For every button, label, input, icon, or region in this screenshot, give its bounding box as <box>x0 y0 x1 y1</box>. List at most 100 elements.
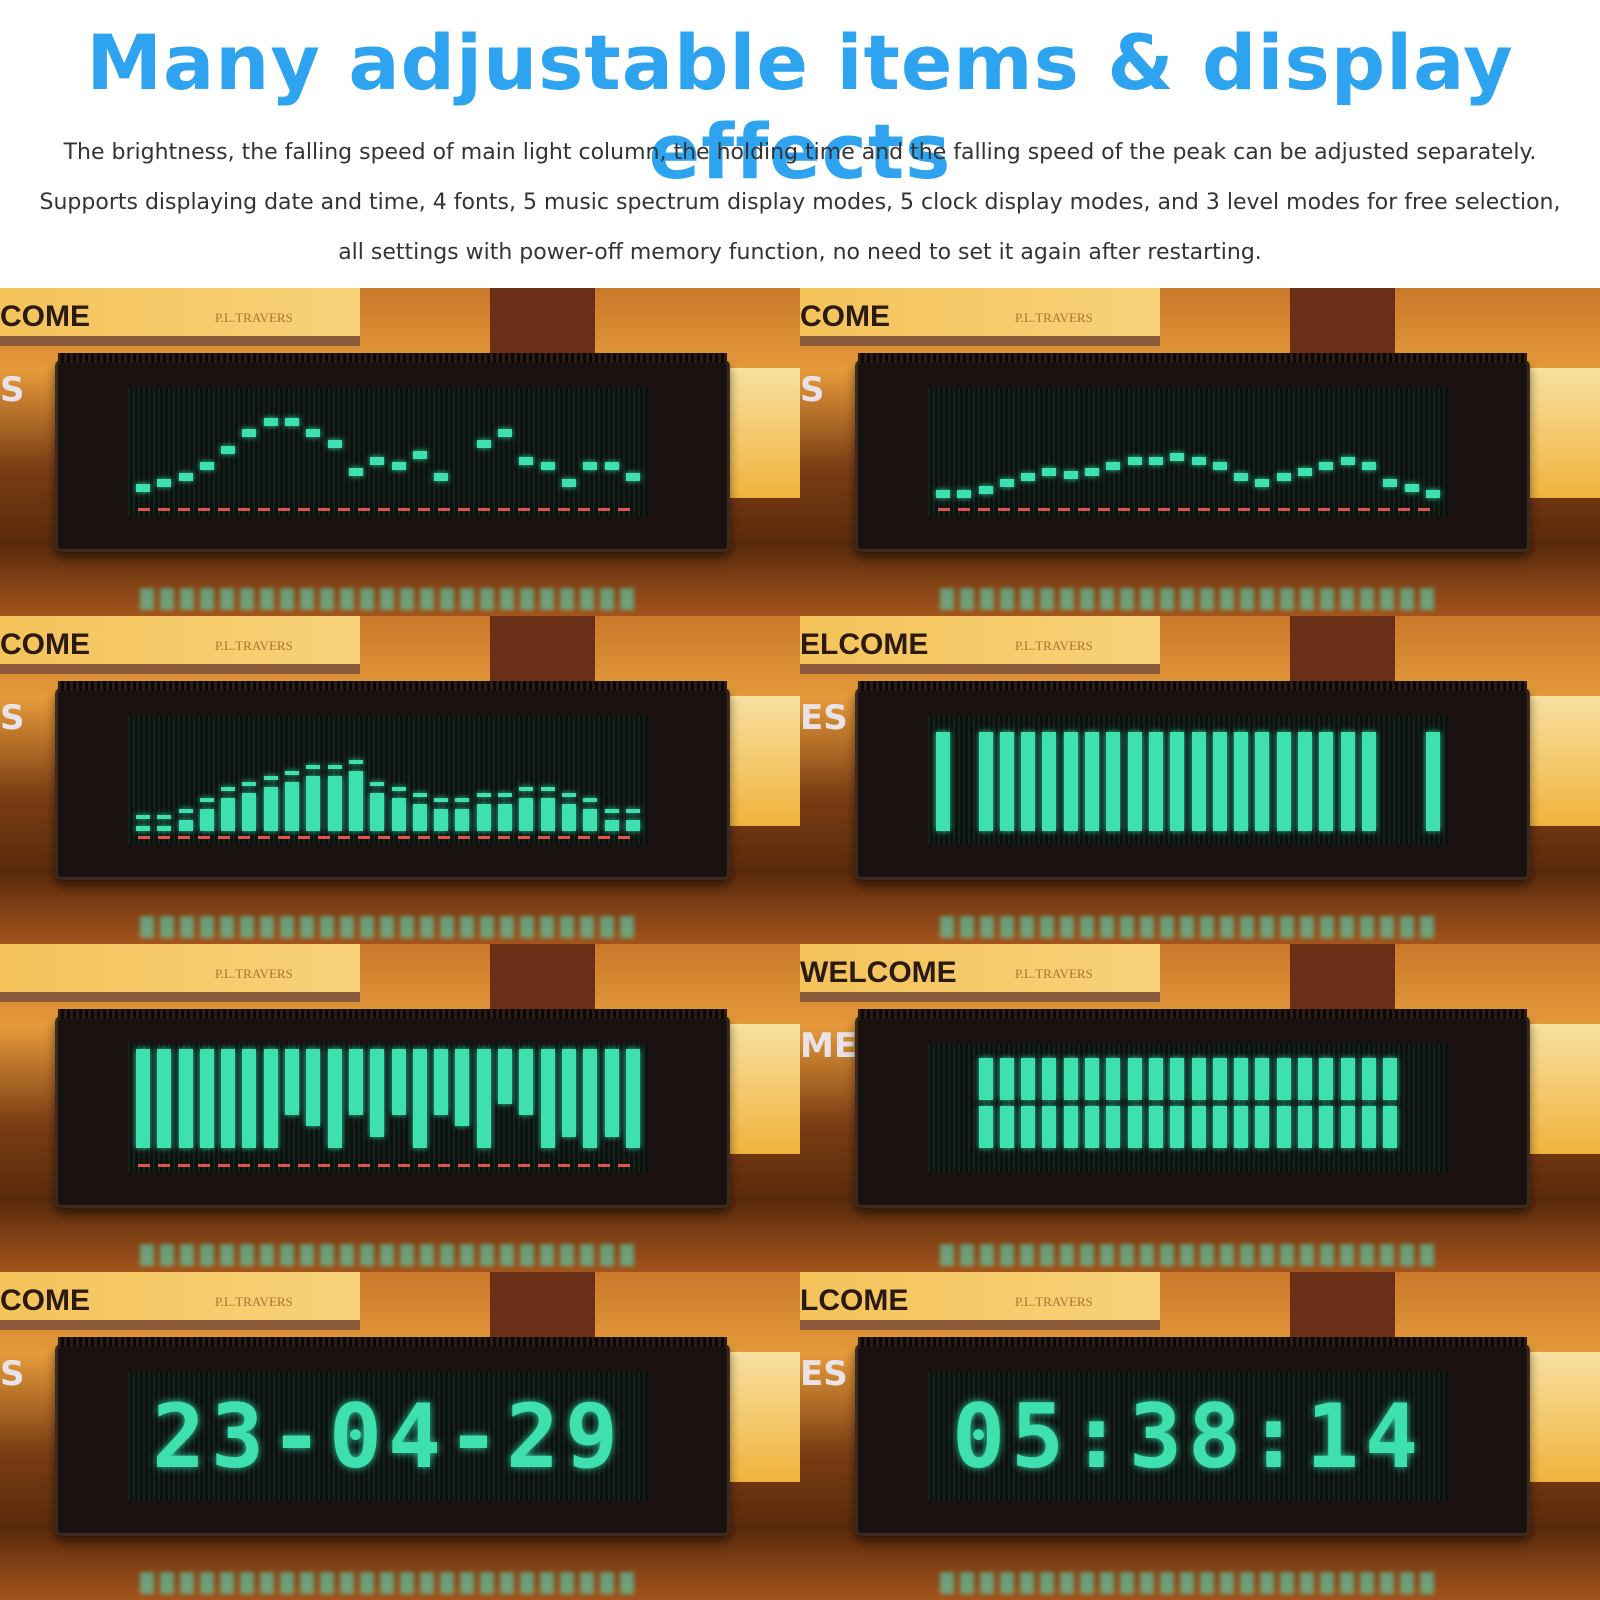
display-screen <box>928 1043 1448 1173</box>
peak-baseline <box>138 508 638 511</box>
level-bar <box>178 1049 193 1148</box>
spectrum-column <box>561 721 576 831</box>
spectrum-column <box>1255 393 1270 503</box>
peak-baseline <box>138 1164 638 1167</box>
level-bar <box>306 776 321 831</box>
level-bar <box>1170 732 1185 831</box>
level-bar <box>999 1106 1014 1148</box>
peak-dot <box>199 798 214 803</box>
peak-dot <box>540 787 555 792</box>
spectrum-column <box>1234 721 1249 831</box>
spectrum-column <box>1063 721 1078 831</box>
spectrum-column <box>1042 721 1057 831</box>
peak-dot <box>1063 470 1078 479</box>
spectrum-column <box>136 393 150 503</box>
spectrum-column <box>285 393 300 503</box>
peak-dot <box>285 418 300 426</box>
display-photo: LCOME P.L.TRAVERS ES 05:38:14 <box>800 1272 1600 1600</box>
peak-dot <box>604 809 619 814</box>
peak-dot <box>936 489 950 498</box>
spectrum-column <box>370 393 385 503</box>
vfd-spectrum-display <box>855 681 1530 880</box>
peak-dot <box>1340 456 1355 465</box>
level-bar <box>1085 1057 1100 1100</box>
peak-dot <box>157 478 172 487</box>
level-bar <box>1319 732 1334 831</box>
level-bar <box>1361 732 1376 831</box>
level-bar <box>999 1057 1014 1100</box>
book: WELCOME P.L.TRAVERS <box>800 944 1160 1002</box>
book-author: P.L.TRAVERS <box>1015 310 1093 325</box>
spectrum-column <box>348 1049 363 1159</box>
spectrum-column <box>455 1049 470 1159</box>
vfd-spectrum-display <box>855 353 1530 552</box>
level-bar <box>1276 1057 1291 1100</box>
spectrum-column <box>936 721 950 831</box>
level-bar <box>199 809 214 831</box>
spectrum-column <box>519 1049 534 1159</box>
peak-dot <box>455 798 470 803</box>
spectrum-column <box>498 393 513 503</box>
level-bar <box>1170 1057 1185 1100</box>
level-bar <box>1361 1106 1376 1148</box>
display-photo: COME P.L.TRAVERS S <box>0 288 800 616</box>
spectrum-column <box>285 721 300 831</box>
level-bar <box>1148 1057 1163 1100</box>
spectrum-column <box>1298 1049 1313 1159</box>
spectrum-column <box>1276 393 1291 503</box>
spectrum-column <box>1340 1049 1355 1159</box>
spectrum-column <box>1063 393 1078 503</box>
display-screen <box>128 387 648 517</box>
peak-dot <box>370 456 385 465</box>
keyboard <box>1520 1352 1600 1482</box>
peak-dot <box>498 792 513 797</box>
spectrum-column <box>327 721 342 831</box>
spectrum-column <box>519 393 534 503</box>
spectrum-column <box>936 1049 950 1159</box>
book: LCOME P.L.TRAVERS <box>800 1272 1160 1330</box>
book-title: COME <box>0 1284 90 1317</box>
clock-readout: 23-04-29 <box>152 1384 624 1488</box>
level-bar <box>1276 1106 1291 1148</box>
spectrum-column <box>242 1049 257 1159</box>
spectrum-column <box>1298 721 1313 831</box>
spectrum-column <box>1276 1049 1291 1159</box>
peak-dot <box>1319 462 1334 470</box>
vfd-spectrum-display <box>855 1009 1530 1208</box>
spectrum-column <box>1255 1049 1270 1159</box>
spectrum-column <box>498 721 513 831</box>
level-bar <box>978 732 993 831</box>
level-bar <box>370 792 385 831</box>
spectrum-column <box>978 393 993 503</box>
vfd-spectrum-display <box>55 353 730 552</box>
peak-dot <box>1425 489 1440 498</box>
peak-dot <box>978 486 993 495</box>
book: COME P.L.TRAVERS <box>0 616 360 674</box>
peak-dot <box>583 462 598 470</box>
spectrum-column <box>1106 393 1121 503</box>
peak-dot <box>1276 473 1291 481</box>
level-bar <box>1106 1106 1121 1148</box>
spectrum-column <box>1404 393 1419 503</box>
spectrum-column <box>1319 393 1334 503</box>
level-bar <box>1042 732 1057 831</box>
peak-dot <box>242 429 257 437</box>
spectrum-column <box>1276 721 1291 831</box>
peak-dot <box>1085 467 1100 476</box>
peak-dot <box>519 456 534 465</box>
level-bar <box>978 1057 993 1100</box>
level-bar <box>1361 1057 1376 1100</box>
level-bar <box>1085 732 1100 831</box>
spectrum-column <box>263 1049 278 1159</box>
spectrum-column <box>1340 721 1355 831</box>
display-photo: WELCOME P.L.TRAVERS ME <box>800 944 1600 1272</box>
spectrum-column <box>476 393 491 503</box>
background-text: S <box>0 370 25 410</box>
spectrum-column <box>1191 1049 1206 1159</box>
reflection <box>140 1572 640 1594</box>
spectrum-column <box>999 393 1014 503</box>
spectrum-column <box>1170 721 1185 831</box>
background-text: S <box>800 370 825 410</box>
spectrum-column <box>455 393 469 503</box>
display-screen <box>128 715 648 845</box>
